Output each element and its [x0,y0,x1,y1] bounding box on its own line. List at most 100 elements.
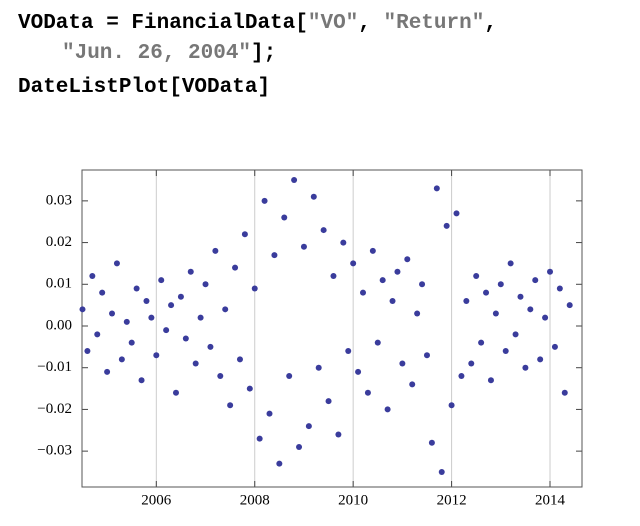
point [502,348,509,355]
point [177,293,184,300]
point [547,268,554,275]
code-token: "VO" [308,12,358,35]
point [532,277,539,284]
point [537,356,544,363]
point [453,210,460,217]
point [507,260,514,267]
point [222,306,229,313]
point [310,193,317,200]
point [522,364,529,371]
point [527,306,534,313]
plot-frame [81,169,583,488]
point [325,398,332,405]
point [286,373,293,380]
point [227,402,234,409]
y-tick-label: −0.01 [37,359,72,375]
point [399,360,406,367]
point [438,468,445,475]
point [148,314,155,321]
point [261,197,268,204]
point [566,302,573,309]
point [473,272,480,279]
point [104,368,111,375]
y-tick-label: 0.01 [46,276,72,292]
point [345,348,352,355]
point [168,302,175,309]
point [232,264,239,271]
point [128,339,135,346]
point [483,289,490,296]
point [468,360,475,367]
point [517,293,524,300]
point [256,435,263,442]
point [109,310,116,317]
point [487,377,494,384]
point [99,289,106,296]
point [414,310,421,317]
point [463,297,470,304]
x-tick-label: 2008 [240,492,270,508]
point [192,360,199,367]
code-line: DateListPlot[VOData] [18,76,270,99]
point [133,285,140,292]
point [113,260,120,267]
point [202,281,209,288]
point [428,439,435,446]
point [281,214,288,221]
point [305,423,312,430]
point [497,281,504,288]
point [364,389,371,396]
point [458,373,465,380]
point [340,239,347,246]
point [172,389,179,396]
point [153,352,160,359]
point [89,272,96,279]
x-tick-label: 2006 [141,492,172,508]
point [374,339,381,346]
y-tick-label: 0.00 [46,317,72,333]
point [158,277,165,284]
code-token: DateListPlot[VOData] [18,76,270,99]
code-token: "Jun. 26, 2004" [62,42,251,65]
point [266,410,273,417]
point [320,227,327,234]
point [251,285,258,292]
point [197,314,204,321]
y-tick-label: −0.02 [37,401,72,417]
point [118,356,125,363]
point [163,327,170,334]
point [300,243,307,250]
y-tick-label: 0.02 [46,234,72,250]
code-line: VOData = FinancialData["VO", "Return", [18,12,497,35]
point [379,277,386,284]
point [84,348,91,355]
point [330,272,337,279]
point [335,431,342,438]
point [123,318,130,325]
x-tick-label: 2012 [437,492,467,508]
point [360,289,367,296]
code-token: ]; [251,42,276,65]
code-token: "Return" [384,12,485,35]
point [512,331,519,338]
point [369,247,376,254]
point [271,252,278,259]
point [561,389,568,396]
point [389,297,396,304]
point [542,314,549,321]
point [138,377,145,384]
point [217,373,224,380]
x-tick-label: 2014 [535,492,566,508]
point [241,231,248,238]
point [448,402,455,409]
x-tick-label: 2010 [338,492,368,508]
point [556,285,563,292]
point [182,335,189,342]
point [143,297,150,304]
point [433,185,440,192]
point [551,343,558,350]
point [409,381,416,388]
point [419,281,426,288]
point [394,268,401,275]
